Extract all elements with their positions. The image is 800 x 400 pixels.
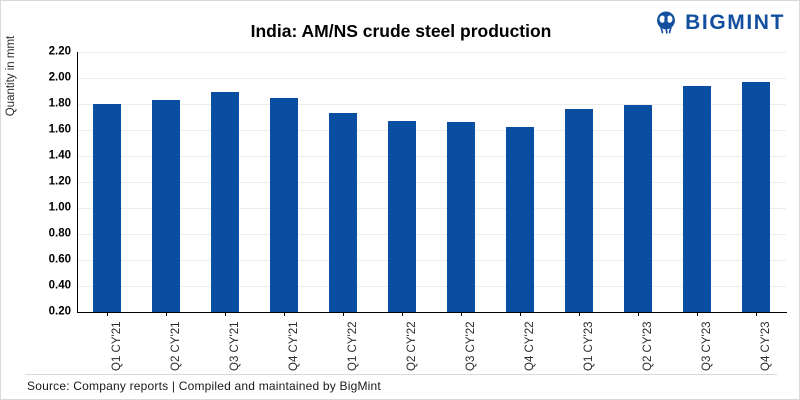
x-axis-tick-mark xyxy=(165,312,167,316)
y-axis-tick-label: 2.20 xyxy=(48,45,71,58)
x-axis-tick-label: Q2 CY'23 xyxy=(642,321,655,372)
x-axis-tick-label: Q4 CY'22 xyxy=(524,321,537,372)
x-axis-tick-label: Q4 CY'23 xyxy=(760,321,773,372)
bar[interactable] xyxy=(269,97,298,312)
x-axis-tick-label: Q4 CY'21 xyxy=(287,321,300,372)
gridline xyxy=(77,208,786,209)
source-note: Source: Company reports | Compiled and m… xyxy=(27,379,381,393)
bar[interactable] xyxy=(92,104,121,312)
x-axis-tick-mark xyxy=(520,312,522,316)
x-axis-tick-mark xyxy=(106,312,108,316)
bar[interactable] xyxy=(565,109,594,312)
gridline xyxy=(77,286,786,287)
x-axis-tick-mark xyxy=(342,312,344,316)
x-axis-tick-label: Q3 CY'22 xyxy=(465,321,478,372)
bar[interactable] xyxy=(506,127,535,312)
gridline xyxy=(77,260,786,261)
y-axis-tick-labels: 2.20 2.00 1.80 1.60 1.40 1.20 1.00 0.80 0.60 0.40… xyxy=(7,46,71,317)
y-axis-line xyxy=(77,52,78,313)
gridline xyxy=(77,130,786,131)
y-axis-tick-label: 1.00 xyxy=(48,201,71,214)
x-axis-tick-label: Q2 CY'22 xyxy=(405,321,418,372)
x-axis-tick-labels: Q1 CY'21 Q2 CY'21 Q3 CY'21 Q4 CY'21 Q1 CY'22… xyxy=(77,315,786,375)
chart-title: India: AM/NS crude steel production xyxy=(250,21,552,41)
bar[interactable] xyxy=(210,92,239,312)
gridline xyxy=(77,52,786,53)
x-axis-tick-mark xyxy=(579,312,581,316)
x-axis-tick-mark xyxy=(224,312,226,316)
bigmint-logo: BIGMINT xyxy=(653,9,785,35)
y-axis-tick-label: 1.80 xyxy=(48,97,71,110)
y-axis-tick-label: 1.20 xyxy=(48,175,71,188)
y-axis-tick-label: 2.00 xyxy=(48,71,71,84)
y-axis-tick-label: 1.40 xyxy=(48,149,71,162)
x-axis-tick-mark xyxy=(461,312,463,316)
x-axis-tick-label: Q3 CY'23 xyxy=(701,321,714,372)
bar[interactable] xyxy=(151,100,180,312)
footer-divider xyxy=(25,374,777,375)
bar[interactable] xyxy=(742,81,771,312)
bar[interactable] xyxy=(447,122,476,312)
x-axis-tick-mark xyxy=(756,312,758,316)
x-axis-tick-mark xyxy=(401,312,403,316)
y-axis-tick-label: 0.40 xyxy=(48,279,71,292)
x-axis-tick-mark xyxy=(638,312,640,316)
bar[interactable] xyxy=(328,113,357,312)
gridline xyxy=(77,182,786,183)
gridline xyxy=(77,104,786,105)
gridline xyxy=(77,234,786,235)
bar[interactable] xyxy=(624,105,653,312)
plot-area xyxy=(77,52,786,313)
x-axis-tick-label: Q2 CY'21 xyxy=(169,321,182,372)
x-axis-tick-label: Q1 CY'22 xyxy=(346,321,359,372)
brand-name: BIGMINT xyxy=(685,10,785,34)
y-axis-tick-label: 1.60 xyxy=(48,123,71,136)
gridline xyxy=(77,78,786,79)
x-axis-tick-label: Q1 CY'21 xyxy=(110,321,123,372)
x-axis-tick-mark xyxy=(283,312,285,316)
y-axis-tick-label: 0.60 xyxy=(48,253,71,266)
y-axis-tick-label: 0.20 xyxy=(48,305,71,318)
bigmint-logo-icon xyxy=(657,11,676,34)
x-axis-tick-label: Q1 CY'23 xyxy=(583,321,596,372)
x-axis-tick-label: Q3 CY'21 xyxy=(228,321,241,372)
y-axis-tick-label: 0.80 xyxy=(48,227,71,240)
x-axis-tick-mark xyxy=(697,312,699,316)
gridline xyxy=(77,156,786,157)
bar[interactable] xyxy=(387,120,416,312)
x-axis-line xyxy=(77,312,787,313)
bar[interactable] xyxy=(683,85,712,312)
